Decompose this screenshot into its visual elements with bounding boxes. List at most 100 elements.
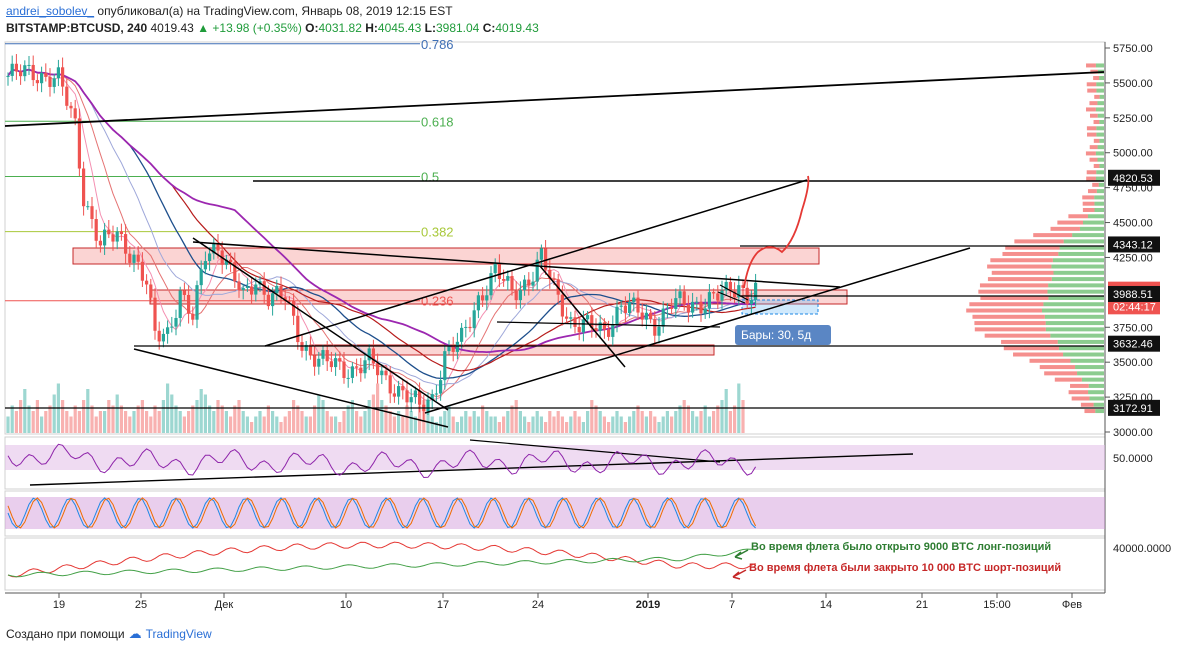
close-label: C: — [482, 21, 496, 35]
candle — [292, 300, 296, 316]
volume-profile-bar — [1070, 358, 1104, 363]
time-tick-label: 14 — [820, 599, 832, 611]
volume-profile-bar — [1092, 182, 1099, 187]
volume-bar — [325, 411, 329, 433]
volume-bar — [94, 416, 98, 433]
tradingview-brand[interactable]: TradingView — [145, 627, 212, 641]
volume-bar — [413, 416, 417, 433]
volume-profile-bar — [1058, 251, 1104, 256]
volume-bar — [611, 416, 615, 433]
candle — [607, 329, 611, 337]
volume-bar — [48, 405, 52, 433]
forecast-path — [743, 175, 810, 289]
candle — [317, 358, 321, 367]
volume-bar — [161, 400, 165, 433]
author-link[interactable]: andrei_sobolev_ — [6, 4, 95, 18]
candle — [535, 259, 539, 282]
low-label: L: — [424, 21, 436, 35]
time-tick-label: 15:00 — [983, 599, 1011, 611]
volume-profile-bar — [1050, 226, 1080, 231]
volume-bar — [397, 411, 401, 433]
volume-bar — [691, 411, 695, 433]
candle — [401, 386, 405, 391]
volume-bar — [250, 422, 254, 433]
volume-bar — [724, 389, 728, 433]
price-tag — [1108, 298, 1160, 315]
volume-profile-bar — [1083, 220, 1104, 225]
volume-bar — [388, 411, 392, 433]
candle — [674, 298, 678, 309]
volume-bar — [292, 400, 296, 433]
time-tick-label: 19 — [53, 599, 65, 611]
volume-profile-bar — [1086, 176, 1096, 181]
fib-level-label: 0.382 — [421, 225, 454, 240]
candle — [237, 281, 241, 291]
stoch-band — [5, 497, 1105, 529]
short-positions-line — [7, 541, 756, 578]
volume-profile-bar — [1045, 327, 1104, 332]
volume-bar — [489, 416, 493, 433]
candle — [90, 206, 94, 220]
volume-bar — [367, 400, 371, 433]
volume-bar — [170, 394, 174, 433]
candle — [69, 105, 73, 109]
price-tag-label: 3172.91 — [1113, 403, 1153, 415]
time-tick-label: Дек — [215, 599, 234, 611]
volume-profile-bar — [1063, 352, 1104, 357]
volume-profile-bar — [1085, 151, 1096, 156]
price-tag-label: 4343.12 — [1113, 239, 1153, 251]
volume-profile-bar — [1089, 396, 1104, 401]
candle — [661, 308, 665, 327]
candle — [65, 86, 69, 106]
candle — [40, 72, 44, 84]
volume-profile-bar — [1079, 226, 1104, 231]
candle — [174, 317, 178, 327]
price-tag — [1108, 236, 1160, 253]
volume-bar — [674, 411, 678, 433]
volume-profile-bar — [1096, 189, 1104, 194]
volume-bar — [10, 405, 14, 433]
volume-bar — [560, 416, 564, 433]
volume-bar — [86, 389, 90, 433]
publish-info: andrei_sobolev_ опубликовал(а) на Tradin… — [6, 4, 453, 18]
open-value: 4031.82 — [318, 21, 362, 35]
volume-bar — [598, 411, 602, 433]
volume-bar — [556, 411, 560, 433]
volume-bar — [212, 411, 216, 433]
volume-profile-bar — [990, 258, 1053, 263]
volume-bar — [317, 394, 321, 433]
long-positions-note: Во время флета было открыто 9000 BTC лон… — [751, 541, 1051, 553]
candle — [418, 390, 422, 405]
volume-profile-bar — [1084, 409, 1096, 414]
volume-bar — [346, 405, 350, 433]
volume-bar — [518, 411, 522, 433]
volume-profile-bar — [1087, 132, 1097, 137]
volume-profile-bar — [1082, 195, 1095, 200]
volume-bar — [6, 416, 10, 433]
time-tick-label: 21 — [916, 599, 928, 611]
candle — [14, 63, 18, 72]
rsi-trendline — [469, 439, 721, 463]
short-arrow — [732, 569, 747, 580]
candle — [111, 234, 115, 242]
volume-profile-bar — [1099, 163, 1104, 168]
price-tag — [1108, 169, 1160, 186]
candle — [128, 253, 132, 263]
volume-bar — [31, 411, 35, 433]
volume-profile-bar — [1044, 371, 1078, 376]
candle — [178, 290, 182, 318]
volume-bar — [65, 411, 69, 433]
candle — [527, 279, 531, 286]
candle — [182, 290, 186, 295]
volume-profile-bar — [1082, 201, 1095, 206]
candle — [350, 366, 354, 378]
volume-bar — [329, 416, 333, 433]
volume-profile-bar — [1093, 402, 1104, 407]
candle — [199, 269, 203, 286]
volume-profile-bar — [1089, 157, 1098, 162]
candle — [149, 284, 153, 298]
candle — [749, 299, 753, 304]
volume-bar — [657, 422, 661, 433]
candle — [279, 285, 283, 298]
